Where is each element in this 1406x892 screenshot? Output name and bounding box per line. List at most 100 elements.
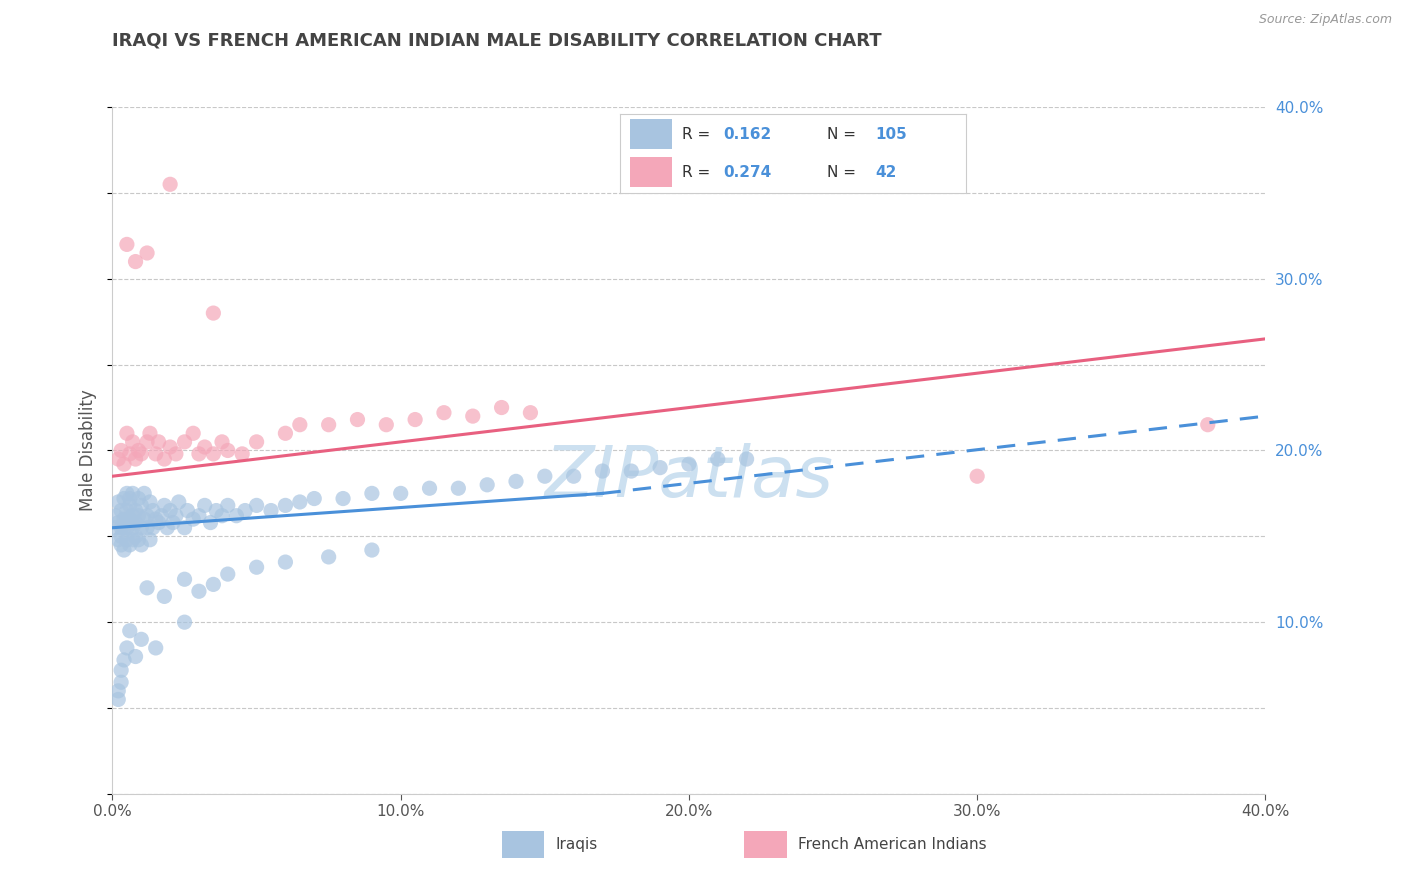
Point	[118, 624, 141, 638]
Point	[173, 434, 195, 449]
Point	[112, 653, 135, 667]
Point	[129, 521, 153, 535]
Point	[124, 529, 146, 543]
Point	[142, 521, 165, 535]
Point	[145, 512, 167, 526]
Point	[194, 499, 217, 513]
Point	[165, 447, 187, 461]
Point	[260, 503, 283, 517]
Bar	[630, 157, 672, 186]
Point	[136, 581, 159, 595]
Point	[288, 495, 311, 509]
Point	[136, 246, 159, 260]
Point	[129, 632, 153, 647]
Point	[139, 495, 162, 509]
Point	[706, 452, 728, 467]
Point	[475, 478, 498, 492]
Point	[678, 457, 700, 471]
Point	[107, 452, 129, 467]
Point	[245, 560, 267, 574]
Point	[966, 469, 988, 483]
Point	[153, 590, 176, 604]
Point	[110, 663, 132, 677]
Point	[274, 555, 297, 569]
Point	[134, 512, 156, 526]
Bar	[630, 120, 672, 149]
Point	[318, 549, 340, 564]
Point	[360, 543, 382, 558]
Point	[202, 577, 225, 591]
Point	[592, 464, 614, 478]
Point	[159, 440, 181, 454]
Point	[346, 412, 368, 426]
Text: 0.162: 0.162	[724, 127, 772, 142]
Point	[274, 426, 297, 441]
Point	[735, 452, 758, 467]
Point	[112, 491, 135, 506]
Point	[124, 452, 146, 467]
Point	[112, 543, 135, 558]
Text: 105: 105	[876, 127, 907, 142]
Point	[129, 499, 153, 513]
Point	[620, 464, 643, 478]
Point	[145, 447, 167, 461]
Point	[118, 538, 141, 552]
Point	[173, 615, 195, 630]
Point	[115, 426, 138, 441]
Point	[433, 406, 456, 420]
Point	[233, 503, 256, 517]
Point	[153, 499, 176, 513]
Point	[115, 640, 138, 655]
Point	[167, 495, 190, 509]
Point	[562, 469, 585, 483]
Point	[129, 538, 153, 552]
Point	[211, 434, 233, 449]
Point	[107, 533, 129, 547]
Point	[491, 401, 513, 415]
Point	[304, 491, 326, 506]
Point	[231, 447, 253, 461]
Point	[447, 481, 470, 495]
Point	[162, 516, 184, 530]
Point	[124, 516, 146, 530]
Point	[461, 409, 484, 423]
Point	[217, 443, 239, 458]
Point	[159, 503, 181, 517]
Point	[134, 486, 156, 500]
Point	[202, 447, 225, 461]
Point	[211, 508, 233, 523]
Text: N =: N =	[827, 127, 860, 142]
Point	[205, 503, 228, 517]
Point	[136, 521, 159, 535]
Text: French American Indians: French American Indians	[797, 838, 987, 852]
Point	[142, 503, 165, 517]
Point	[124, 254, 146, 268]
Point	[112, 521, 135, 535]
Point	[200, 516, 222, 530]
Point	[118, 512, 141, 526]
Point	[188, 447, 211, 461]
Point	[107, 516, 129, 530]
Point	[225, 508, 247, 523]
Point	[217, 499, 239, 513]
Point	[389, 486, 412, 500]
Point	[173, 572, 195, 586]
Text: R =: R =	[682, 127, 716, 142]
Point	[181, 426, 204, 441]
Text: 42: 42	[876, 165, 897, 180]
Text: N =: N =	[827, 165, 860, 180]
Point	[107, 683, 129, 698]
Text: Iraqis: Iraqis	[555, 838, 598, 852]
Point	[118, 491, 141, 506]
Point	[245, 499, 267, 513]
Point	[127, 443, 149, 458]
Point	[110, 521, 132, 535]
Point	[118, 499, 141, 513]
Point	[332, 491, 354, 506]
Point	[121, 508, 143, 523]
Point	[107, 495, 129, 509]
Point	[150, 508, 173, 523]
Point	[118, 447, 141, 461]
Point	[110, 538, 132, 552]
Point	[288, 417, 311, 432]
